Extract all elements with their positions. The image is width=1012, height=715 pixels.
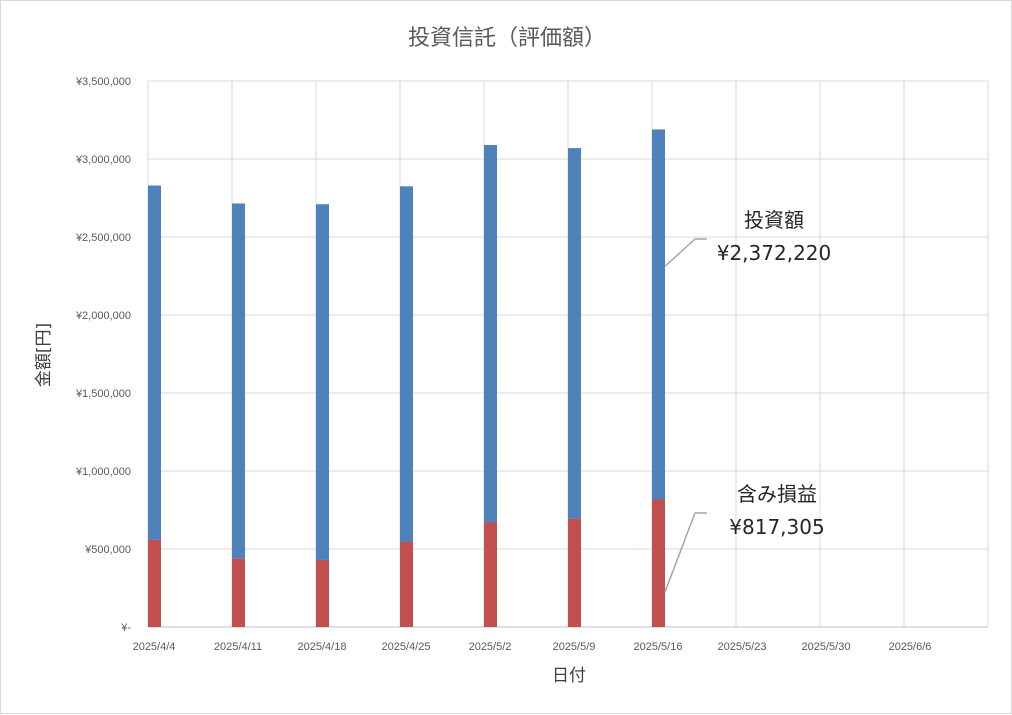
- bar-segment: [568, 148, 581, 519]
- bar-segment: [400, 541, 413, 627]
- annotations: 投資額 ¥2,372,220 含み損益 ¥817,305: [664, 208, 832, 593]
- y-axis-title: 金額[円]: [34, 323, 54, 387]
- bar-segment: [484, 522, 497, 627]
- y-tick-label: ¥2,000,000: [75, 310, 131, 322]
- y-tick-label: ¥2,500,000: [75, 232, 131, 244]
- x-tick-label: 2025/4/11: [214, 641, 262, 653]
- bar-segment: [148, 185, 161, 540]
- bar-segment: [484, 144, 497, 523]
- bar-segment: [148, 539, 161, 627]
- annotation-value: ¥2,372,220: [717, 241, 832, 265]
- bar-segment: [652, 499, 665, 627]
- bar-segment: [568, 518, 581, 627]
- x-tick-label: 2025/4/4: [133, 641, 176, 653]
- bar-segment: [316, 204, 329, 560]
- x-tick-label: 2025/5/23: [718, 641, 767, 653]
- y-tick-label: ¥-: [120, 622, 131, 634]
- bar-segment: [652, 129, 665, 500]
- x-tick-label: 2025/5/9: [553, 641, 596, 653]
- y-tick-labels: ¥- ¥500,000 ¥1,000,000 ¥1,500,000 ¥2,000,000…: [75, 76, 131, 634]
- y-tick-label: ¥3,000,000: [75, 154, 131, 166]
- x-tick-label: 2025/4/18: [298, 641, 347, 653]
- annotation-label: 投資額: [744, 208, 804, 232]
- bar-segment: [232, 203, 245, 559]
- x-tick-label: 2025/6/6: [889, 641, 932, 653]
- x-tick-labels: 2025/4/4 2025/4/11 2025/4/18 2025/4/25 2025/…: [133, 641, 932, 653]
- y-tick-label: ¥500,000: [84, 544, 131, 556]
- bar-segment: [400, 186, 413, 542]
- x-axis-title: 日付: [552, 666, 586, 686]
- chart-title: 投資信託（評価額）: [408, 26, 606, 51]
- annotation-leader: [664, 238, 707, 267]
- y-tick-label: ¥1,000,000: [75, 466, 131, 478]
- annotation-value: ¥817,305: [729, 515, 824, 539]
- y-tick-label: ¥1,500,000: [75, 388, 131, 400]
- annotation-leader: [664, 512, 707, 593]
- x-tick-label: 2025/4/25: [382, 641, 431, 653]
- annotation-label: 含み損益: [737, 482, 817, 506]
- bar-segment: [316, 559, 329, 627]
- x-tick-label: 2025/5/30: [802, 641, 851, 653]
- bars: [148, 129, 665, 627]
- bar-segment: [232, 558, 245, 627]
- x-tick-label: 2025/5/16: [634, 641, 683, 653]
- y-tick-label: ¥3,500,000: [75, 76, 131, 88]
- x-tick-label: 2025/5/2: [469, 641, 512, 653]
